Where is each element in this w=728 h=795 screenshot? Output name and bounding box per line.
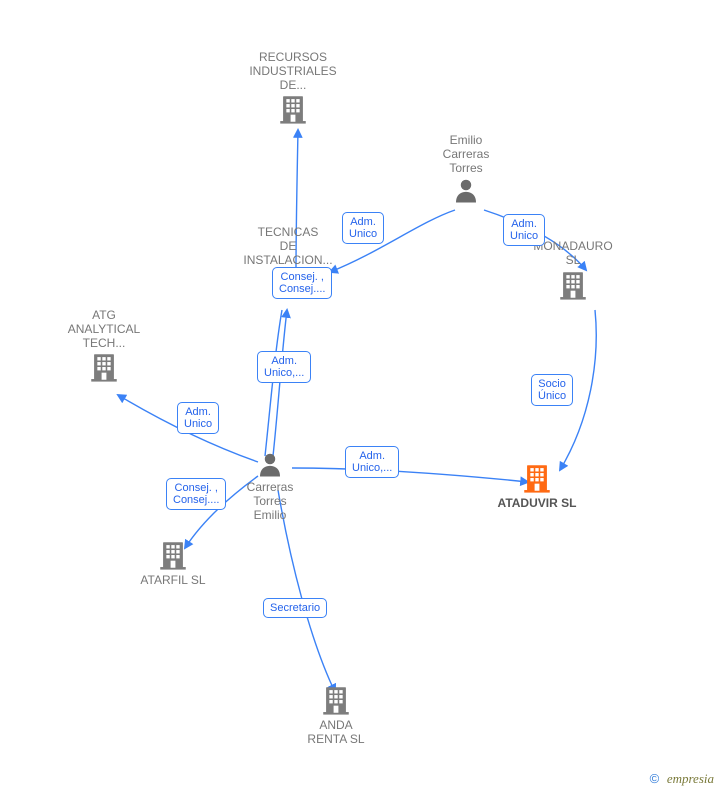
copyright-symbol: ©	[650, 771, 660, 786]
building-icon	[518, 268, 628, 302]
edge-carreras-tecnicas	[265, 310, 282, 456]
watermark: © empresia	[650, 771, 714, 787]
building-icon	[123, 538, 223, 572]
building-icon	[233, 92, 353, 126]
node-label: RECURSOS INDUSTRIALES DE...	[233, 51, 353, 92]
node-ataduvir[interactable]: ATADUVIR SL	[477, 461, 597, 511]
node-monadauro[interactable]: MONADAURO SL	[518, 240, 628, 304]
node-carreras[interactable]: Carreras Torres Emilio	[225, 449, 315, 522]
edge-label-carreras-atarfil: Consej. , Consej....	[166, 478, 226, 510]
edge-label-emilio-tecnicas: Adm. Unico	[342, 212, 384, 244]
person-icon	[225, 449, 315, 479]
edge-label-monadauro-ataduvir: Socio Único	[531, 374, 573, 406]
edge-label-carreras-tecnicas: Adm. Unico,...	[257, 351, 311, 383]
edge-carreras-tecnicas	[273, 310, 287, 456]
node-tecnicas[interactable]: TECNICAS DE INSTALACION...	[228, 226, 348, 303]
edge-label-carreras-ataduvir: Adm. Unico,...	[345, 446, 399, 478]
edge-label-carreras-atg: Adm. Unico	[177, 402, 219, 434]
node-label: ATARFIL SL	[123, 574, 223, 588]
building-icon	[286, 683, 386, 717]
node-anda[interactable]: ANDA RENTA SL	[286, 683, 386, 747]
node-atarfil[interactable]: ATARFIL SL	[123, 538, 223, 588]
building-icon	[477, 461, 597, 495]
node-recursos[interactable]: RECURSOS INDUSTRIALES DE...	[233, 51, 353, 128]
node-label: ANDA RENTA SL	[286, 719, 386, 747]
diagram-stage: RECURSOS INDUSTRIALES DE... Emilio Carre…	[0, 0, 728, 795]
node-label: Carreras Torres Emilio	[225, 481, 315, 522]
edge-emilio-tecnicas	[330, 210, 455, 272]
node-label: Emilio Carreras Torres	[421, 134, 511, 175]
edges-layer	[0, 0, 728, 795]
node-label: MONADAURO SL	[518, 240, 628, 268]
building-icon	[228, 267, 348, 301]
building-icon	[49, 350, 159, 384]
edge-monadauro-ataduvir	[560, 310, 596, 470]
node-emilio[interactable]: Emilio Carreras Torres	[421, 134, 511, 207]
node-label: TECNICAS DE INSTALACION...	[228, 226, 348, 267]
node-label: ATG ANALYTICAL TECH...	[49, 309, 159, 350]
edge-label-carreras-anda: Secretario	[263, 598, 327, 618]
node-label: ATADUVIR SL	[477, 497, 597, 511]
brand-name: empresia	[667, 771, 714, 786]
node-atg[interactable]: ATG ANALYTICAL TECH...	[49, 309, 159, 386]
person-icon	[421, 175, 511, 205]
